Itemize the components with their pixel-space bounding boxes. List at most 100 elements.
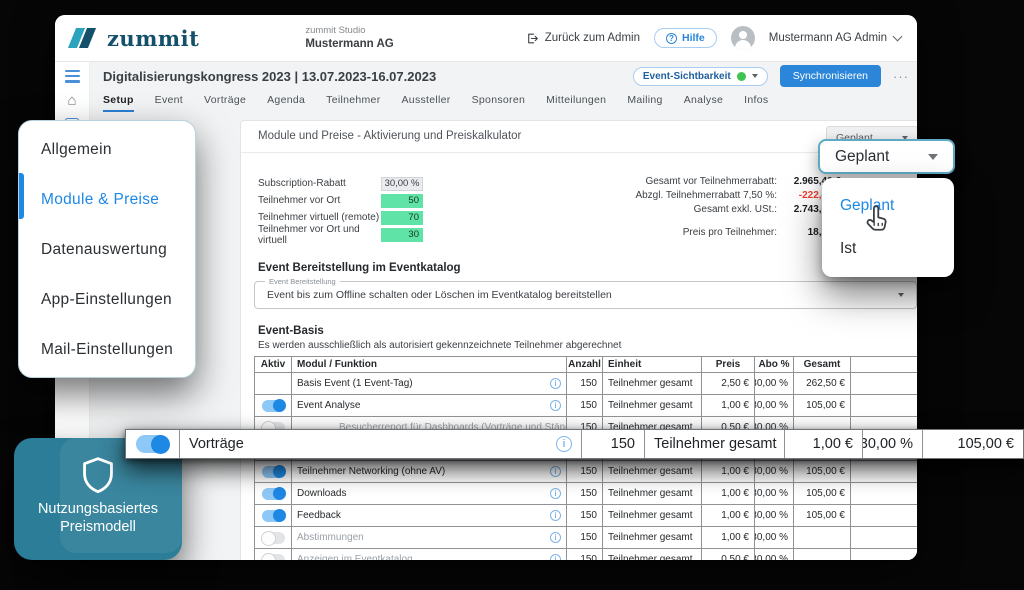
home-icon[interactable]: ⌂ [67,93,76,108]
remote-attendees-field[interactable]: 70 [381,211,423,225]
mode-dropdown-trigger[interactable]: Geplant [818,139,955,174]
workspace-identity: zummit Studio Mustermann AG [305,25,393,51]
badge-text: Nutzungsbasiertes Preismodell [14,500,182,536]
hybrid-attendees-field[interactable]: 30 [381,228,423,242]
tab-infos[interactable]: Infos [744,94,768,110]
menu-item-allgemein[interactable]: Allgemein [19,125,195,175]
module-name: Vorträge [189,436,244,452]
tab-aussteller[interactable]: Aussteller [402,94,451,110]
back-to-admin-button[interactable]: Zurück zum Admin [526,32,640,45]
event-provisioning-select[interactable]: Event Bereitstellung Event bis zum Offli… [254,281,917,309]
menu-item-app-einstellungen[interactable]: App-Einstellungen [19,275,195,325]
help-button[interactable]: Hilfe [654,28,717,48]
per-attendee-label: Preis pro Teilnehmer: [581,227,777,238]
info-icon[interactable] [550,488,561,499]
input-label: Teilnehmer virtuell (remote) [258,212,381,223]
event-visibility-dropdown[interactable]: Event-Sichtbarkeit [633,67,768,86]
chevron-down-icon [898,293,904,297]
select-value: Event bis zum Offline schalten oder Lösc… [267,289,612,301]
user-menu[interactable]: Mustermann AG Admin [769,32,901,44]
onsite-attendees-field[interactable]: 50 [381,194,423,208]
module-name: Anzeigen im Eventkatalog [297,554,413,560]
module-toggle-off[interactable] [262,554,285,561]
table-row: Event Analyse 150 Teilnehmer gesamt 1,00… [255,395,917,417]
app-label: zummit Studio [305,25,393,37]
info-icon[interactable] [550,554,561,560]
table-row: Downloads 150 Teilnehmer gesamt 1,00 € 3… [255,483,917,505]
status-dot-icon [737,72,746,81]
module-toggle-on[interactable] [262,400,285,412]
event-tab-bar: Setup Event Vorträge Agenda Teilnehmer A… [90,90,917,115]
module-name: Teilnehmer Networking (ohne AV) [297,466,445,477]
user-name-label: Mustermann AG Admin [769,32,887,44]
select-floating-label: Event Bereitstellung [265,277,340,286]
col-anzahl: Anzahl [567,357,603,372]
table-row: Feedback 150 Teilnehmer gesamt 1,00 € 30… [255,505,917,527]
exit-icon [526,32,539,45]
event-basis-title: Event-Basis [258,325,324,337]
menu-icon[interactable] [65,70,80,83]
col-modul: Modul / Funktion [292,357,567,372]
col-preis: Preis [702,357,755,372]
col-abo: Abo % [755,357,794,372]
info-icon[interactable] [556,436,572,452]
synchronize-button[interactable]: Synchronisieren [780,65,881,87]
info-icon[interactable] [550,532,561,543]
module-toggle-off[interactable] [262,532,285,544]
event-visibility-label: Event-Sichtbarkeit [643,71,731,82]
tab-teilnehmer[interactable]: Teilnehmer [326,94,380,110]
calc-input-row: Subscription-Rabatt 30,00 % [258,175,423,192]
calc-input-row: Teilnehmer vor Ort 50 [258,192,423,209]
module-name: Feedback [297,510,341,521]
total-label: Gesamt vor Teilnehmerrabatt: [581,176,777,187]
top-header: zummit zummit Studio Mustermann AG Zurüc… [55,15,917,62]
back-to-admin-label: Zurück zum Admin [545,32,640,44]
event-header-bar: Digitalisierungskongress 2023 | 13.07.20… [90,62,917,90]
col-gesamt: Gesamt [794,357,851,372]
module-toggle-on[interactable] [262,488,285,500]
modules-prices-card: Module und Preise - Aktivierung und Prei… [240,120,917,560]
info-icon[interactable] [550,510,561,521]
tab-analyse[interactable]: Analyse [684,94,723,110]
module-name: Downloads [297,488,346,499]
cursor-hand-icon [864,204,892,234]
table-row: Anzeigen im Eventkatalog 150 Teilnehmer … [255,549,917,560]
org-name: Mustermann AG [305,37,393,51]
menu-item-mail-einstellungen[interactable]: Mail-Einstellungen [19,325,195,375]
tab-event[interactable]: Event [155,94,183,110]
info-icon[interactable] [550,466,561,477]
zummit-logo-icon [69,25,99,51]
table-header-row: Aktiv Modul / Funktion Anzahl Einheit Pr… [255,357,917,373]
calc-input-row: Teilnehmer vor Ort und virtuell 30 [258,226,423,243]
zummit-logo[interactable]: zummit [69,25,199,51]
active-item-indicator [19,173,24,219]
total-label: Abzgl. Teilnehmerrabatt 7,50 %: [581,190,777,201]
magnified-table-row: Vorträge 150 Teilnehmer gesamt 1,00 € 30… [125,429,1024,459]
tab-setup[interactable]: Setup [103,94,134,112]
menu-item-datenauswertung[interactable]: Datenauswertung [19,225,195,275]
tab-vortraege[interactable]: Vorträge [204,94,246,110]
tab-agenda[interactable]: Agenda [267,94,305,110]
menu-item-module-preise[interactable]: Module & Preise [19,175,195,225]
tab-mitteilungen[interactable]: Mitteilungen [546,94,606,110]
module-toggle-on[interactable] [262,466,285,478]
help-label: Hilfe [682,32,705,44]
tab-sponsoren[interactable]: Sponsoren [472,94,526,110]
event-title: Digitalisierungskongress 2023 | 13.07.20… [103,69,436,84]
info-icon[interactable] [550,400,561,411]
module-name: Abstimmungen [297,532,364,543]
module-toggle-on[interactable] [262,510,285,522]
brand-name: zummit [107,26,199,51]
more-options-icon[interactable]: ··· [893,69,909,84]
mode-dropdown-value: Geplant [835,148,889,166]
billing-note: Es werden ausschließlich als autorisiert… [258,340,621,351]
subscription-discount-field[interactable]: 30,00 % [381,177,423,191]
module-toggle-on[interactable] [136,435,169,453]
settings-menu-overlay: Allgemein Module & Preise Datenauswertun… [18,120,196,378]
input-label: Subscription-Rabatt [258,178,381,189]
table-row: Basis Event (1 Event-Tag) 150 Teilnehmer… [255,373,917,395]
tab-mailing[interactable]: Mailing [627,94,662,110]
info-icon[interactable] [550,378,561,389]
col-einheit: Einheit [603,357,702,372]
avatar[interactable] [731,26,755,50]
